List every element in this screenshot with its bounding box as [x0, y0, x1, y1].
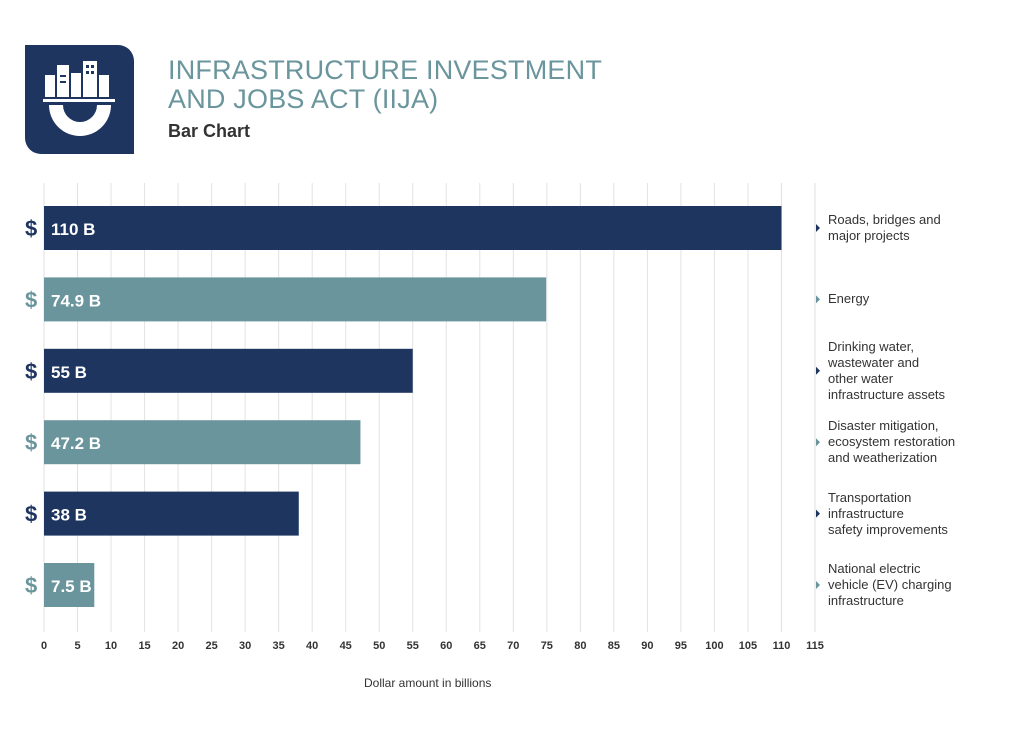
x-tick-label: 5 — [74, 640, 80, 652]
dollar-icon: $ — [25, 287, 37, 312]
x-tick-label: 70 — [507, 640, 519, 652]
x-tick-label: 25 — [205, 640, 217, 652]
x-tick-label: 10 — [105, 640, 117, 652]
legend-item: Energy — [828, 291, 870, 307]
x-tick-label: 15 — [138, 640, 150, 652]
x-tick-label: 0 — [41, 640, 47, 652]
x-tick-label: 20 — [172, 640, 184, 652]
bar — [44, 206, 782, 250]
dollar-icon: $ — [25, 573, 37, 598]
x-tick-label: 55 — [407, 640, 419, 652]
x-tick-label: 75 — [541, 640, 553, 652]
legend-item: Transportation infrastructure safety impro… — [828, 489, 948, 537]
data-label: 38 B — [51, 506, 87, 525]
data-label: 55 B — [51, 363, 87, 382]
logo-icon — [25, 45, 134, 154]
x-tick-label: 40 — [306, 640, 318, 652]
dollar-icon: $ — [25, 502, 37, 527]
bar — [44, 420, 361, 465]
x-tick-label: 90 — [641, 640, 653, 652]
legend-arrow-icon — [816, 581, 820, 589]
legend-arrow-icon — [816, 224, 820, 232]
legend-arrow-icon — [816, 366, 820, 375]
title-line-2: AND JOBS ACT (IIJA) — [168, 84, 439, 114]
legend-arrow-icon — [816, 509, 820, 518]
x-axis-label: Dollar amount in billions — [364, 676, 492, 690]
legend-item: National electric vehicle (EV) charging in… — [828, 561, 952, 608]
x-tick-label: 80 — [574, 640, 586, 652]
x-tick-label: 45 — [340, 640, 352, 652]
x-tick-label: 30 — [239, 640, 251, 652]
subtitle: Bar Chart — [168, 121, 251, 141]
data-label: 47.2 B — [51, 434, 101, 453]
bar — [44, 277, 547, 322]
bar — [44, 491, 299, 536]
data-label: 110 B — [51, 220, 95, 239]
page-title: INFRASTRUCTURE INVESTMENT AND JOBS ACT (I… — [168, 56, 602, 114]
x-tick-label: 85 — [608, 640, 620, 652]
x-tick-label: 110 — [773, 640, 791, 652]
legend-item: Disaster mitigation, ecosystem restoratio… — [828, 418, 956, 466]
bar — [44, 348, 413, 393]
x-tick-label: 35 — [273, 640, 285, 652]
x-tick-label: 50 — [373, 640, 385, 652]
title-line-1: INFRASTRUCTURE INVESTMENT — [168, 55, 603, 85]
data-label: 74.9 B — [51, 291, 101, 310]
dollar-icon: $ — [25, 430, 37, 455]
legend-item: Roads, bridges and major projects — [828, 212, 941, 243]
legend-arrow-icon — [816, 438, 820, 447]
x-tick-label: 100 — [705, 640, 723, 652]
dollar-icon: $ — [25, 216, 37, 241]
x-tick-label: 95 — [675, 640, 687, 652]
legend-item: Drinking water, wastewater and other water… — [828, 338, 946, 402]
x-tick-label: 60 — [440, 640, 452, 652]
x-tick-label: 105 — [739, 640, 757, 652]
bar — [44, 563, 95, 607]
legend-arrow-icon — [816, 295, 820, 304]
x-tick-label: 115 — [806, 640, 824, 652]
dollar-icon: $ — [25, 359, 37, 384]
x-tick-label: 65 — [474, 640, 486, 652]
data-label: 7.5 B — [51, 577, 92, 596]
